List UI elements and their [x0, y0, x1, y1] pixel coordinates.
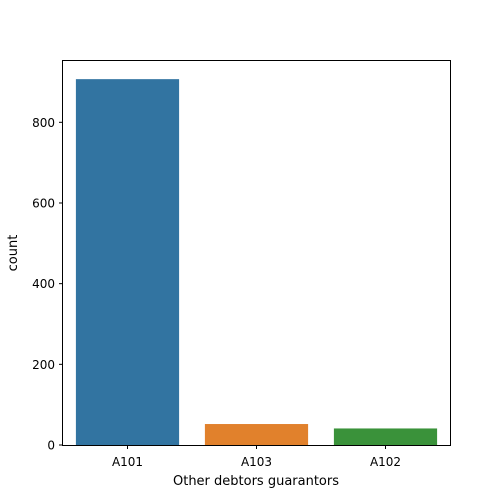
bar-a103 — [204, 424, 309, 445]
bar-a102 — [333, 428, 438, 445]
y-tick-label: 400 — [32, 277, 55, 291]
y-axis: 0 200 400 600 800 — [32, 116, 63, 453]
x-axis-label: Other debtors guarantors — [173, 474, 339, 489]
x-axis: A101 A103 A102 — [112, 445, 401, 469]
y-tick-label: 600 — [32, 196, 55, 210]
y-tick-label: 800 — [32, 116, 55, 130]
y-tick-label: 0 — [47, 439, 55, 453]
y-axis-label: count — [6, 235, 21, 272]
x-tick-label: A101 — [112, 455, 143, 469]
bars-layer — [75, 79, 438, 446]
y-tick-label: 200 — [32, 358, 55, 372]
x-tick-label: A102 — [370, 455, 401, 469]
bar-a101 — [75, 79, 180, 446]
x-tick-label: A103 — [241, 455, 272, 469]
plot-frame — [62, 60, 451, 446]
